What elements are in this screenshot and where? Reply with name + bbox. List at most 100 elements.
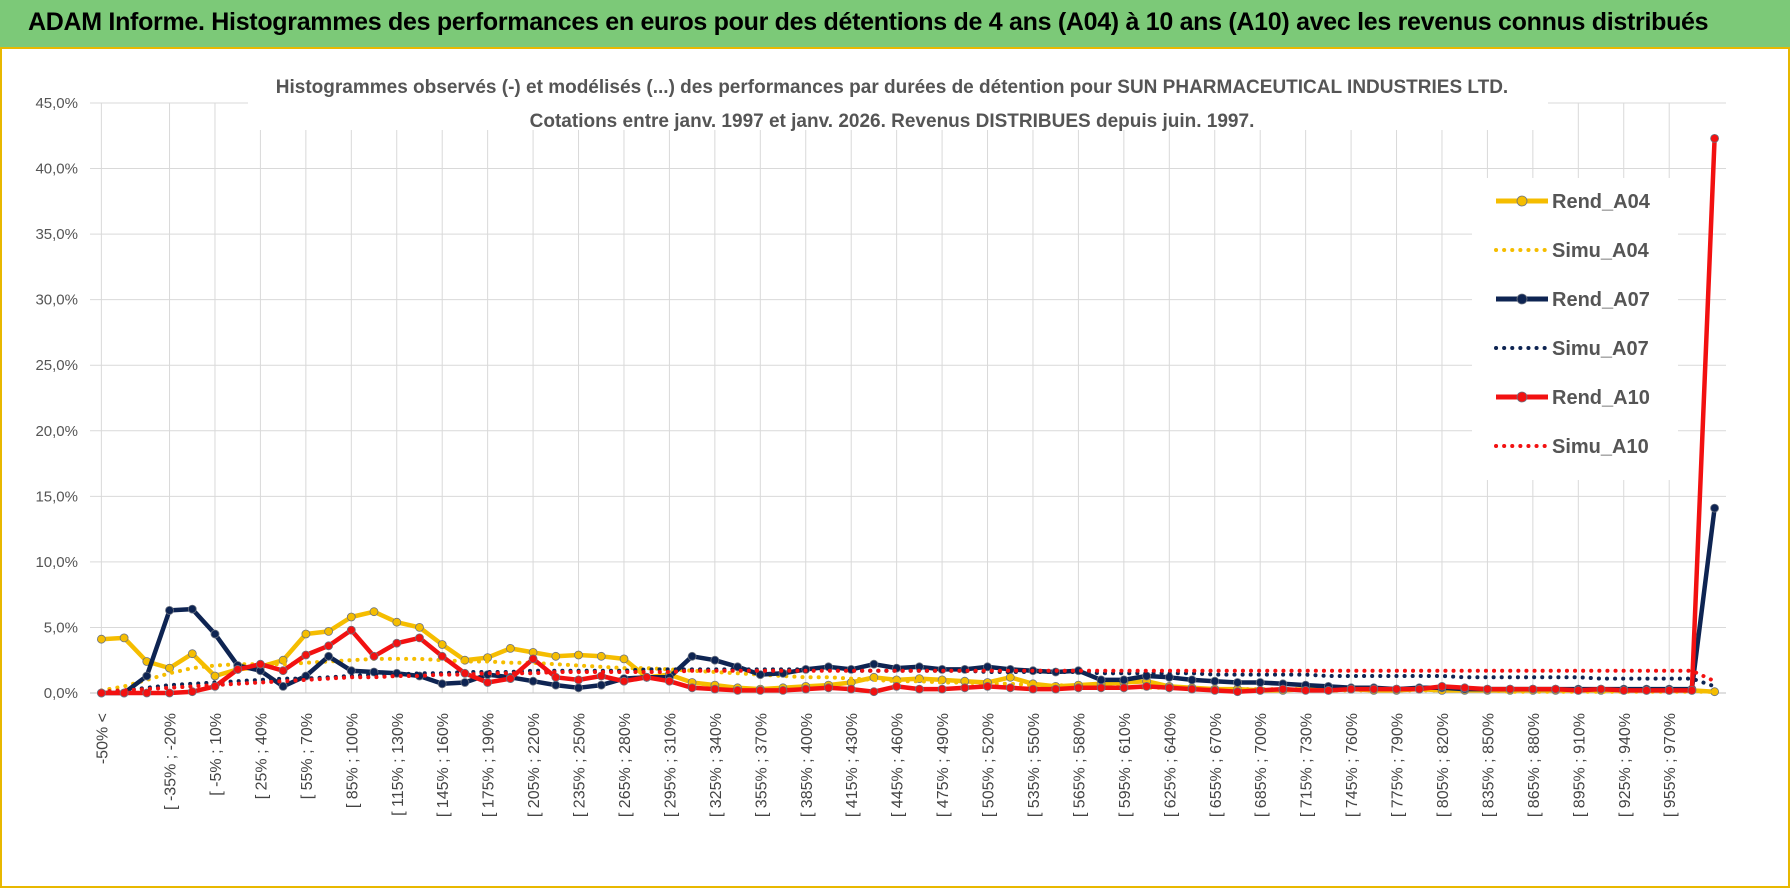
data-point-rend-a10: [778, 686, 788, 695]
data-point-rend-a10: [1187, 684, 1197, 694]
x-tick-label: [ 895% ; 910%: [1571, 713, 1588, 817]
y-tick-label: 30,0%: [35, 292, 78, 309]
data-point-rend-a04: [392, 617, 402, 627]
data-point-rend-a10: [1210, 686, 1220, 695]
data-point-rend-a07: [210, 629, 220, 639]
data-point-rend-a10: [733, 686, 742, 695]
data-point-rend-a04: [97, 634, 106, 644]
data-point-rend-a10: [1710, 133, 1719, 143]
x-tick-label: [ 415% ; 430%: [844, 713, 861, 817]
x-tick-label: [ 385% ; 400%: [799, 713, 816, 817]
data-point-rend-a10: [710, 684, 720, 694]
data-point-rend-a07: [710, 655, 720, 665]
y-tick-label: 5,0%: [44, 619, 78, 636]
data-point-rend-a10: [233, 665, 243, 674]
x-tick-label: [ 55% ; 70%: [299, 713, 316, 799]
x-tick-label: [ 865% ; 880%: [1526, 713, 1543, 817]
x-tick-label: [ 475% ; 490%: [935, 713, 952, 817]
x-tick-label: -50% <: [94, 713, 111, 764]
x-tick-label: [ 685% ; 700%: [1253, 713, 1270, 817]
x-tick-label: [ 955% ; 970%: [1662, 713, 1679, 817]
data-point-rend-a10: [665, 676, 674, 686]
data-point-rend-a10: [1074, 683, 1083, 693]
y-tick-label: 35,0%: [35, 226, 78, 243]
data-point-rend-a10: [915, 684, 924, 694]
data-point-rend-a07: [755, 670, 765, 679]
data-point-rend-a10: [1164, 683, 1174, 693]
data-point-rend-a04: [619, 654, 629, 664]
data-point-rend-a07: [1233, 678, 1242, 687]
data-point-rend-a10: [324, 641, 334, 651]
data-point-rend-a10: [937, 684, 947, 694]
data-point-rend-a10: [824, 683, 833, 693]
data-point-rend-a10: [505, 674, 515, 683]
x-tick-label: [ 235% ; 250%: [572, 713, 589, 817]
data-point-rend-a07: [687, 651, 697, 661]
y-tick-label: 25,0%: [35, 357, 78, 374]
data-point-rend-a10: [1096, 683, 1106, 693]
x-tick-label: [ 775% ; 790%: [1390, 713, 1407, 817]
x-tick-label: [ 25% ; 40%: [253, 713, 270, 799]
data-point-rend-a10: [369, 651, 379, 661]
data-point-rend-a04: [324, 627, 334, 636]
data-point-rend-a10: [483, 678, 493, 687]
data-point-rend-a10: [1369, 684, 1379, 694]
legend-background: [1472, 178, 1678, 480]
data-point-rend-a04: [346, 612, 356, 622]
chart-title-block: Histogrammes observés (-) et modélisés (…: [248, 70, 1548, 132]
series-line-rend-a07: [101, 507, 1717, 696]
y-tick-label: 20,0%: [35, 423, 78, 440]
data-point-rend-a10: [960, 683, 970, 693]
data-point-rend-a04: [1710, 687, 1719, 697]
data-point-rend-a10: [1460, 683, 1470, 693]
x-tick-label: [ 325% ; 340%: [708, 713, 725, 817]
data-point-rend-a04: [1005, 672, 1015, 682]
data-point-rend-a04: [210, 671, 220, 681]
y-tick-label: 10,0%: [35, 554, 78, 571]
data-point-rend-a04: [551, 651, 561, 661]
legend: Rend_A04 Simu_A04 Rend_A07 Simu_A07 Rend_A10…: [1472, 178, 1678, 480]
data-point-rend-a10: [1619, 686, 1629, 695]
data-point-rend-a07: [1255, 678, 1265, 687]
data-point-rend-a07: [596, 680, 606, 690]
data-point-rend-a10: [1142, 682, 1151, 691]
data-point-rend-a10: [1437, 682, 1447, 691]
y-axis-ticks: 0,0% 5,0% 10,0% 15,0% 20,0% 25,0% 30,0% 35,0% 40…: [35, 95, 78, 702]
data-point-rend-a07: [1187, 675, 1197, 685]
data-point-rend-a10: [437, 651, 447, 661]
y-tick-label: 40,0%: [35, 161, 78, 178]
legend-label-simu-a04: Simu_A04: [1552, 240, 1650, 262]
data-point-rend-a10: [892, 682, 901, 691]
data-point-rend-a10: [415, 633, 424, 643]
data-point-rend-a10: [1301, 686, 1310, 695]
x-axis-ticks: -50% < [ -35% ; -20% [ -5% ; 10% [ 25% ; 40…: [94, 713, 1679, 817]
x-tick-label: [ 745% ; 760%: [1344, 713, 1361, 817]
banner: ADAM Informe. Histogrammes des performan…: [0, 0, 1790, 49]
data-point-rend-a04: [437, 640, 447, 649]
data-point-rend-a10: [755, 686, 765, 695]
data-point-rend-a10: [165, 688, 174, 698]
x-tick-label: [ 355% ; 370%: [753, 713, 770, 817]
legend-label-simu-a10: Simu_A10: [1552, 436, 1649, 458]
data-point-rend-a10: [1573, 686, 1583, 695]
data-point-rend-a04: [119, 633, 129, 643]
x-tick-label: [ 925% ; 940%: [1617, 713, 1634, 817]
data-point-rend-a10: [1233, 687, 1242, 697]
chart-subtitle: Cotations entre janv. 1997 et janv. 2026…: [530, 111, 1255, 132]
x-tick-label: [ 625% ; 640%: [1162, 713, 1179, 817]
data-point-rend-a07: [142, 671, 152, 681]
x-tick-label: [ -35% ; -20%: [163, 713, 180, 810]
data-point-rend-a10: [1551, 684, 1560, 694]
data-point-rend-a07: [528, 676, 538, 686]
data-point-rend-a10: [255, 659, 265, 669]
data-point-rend-a10: [278, 666, 288, 676]
data-point-rend-a07: [187, 604, 197, 614]
title-background: [248, 70, 1548, 130]
data-point-rend-a04: [301, 629, 311, 639]
legend-label-rend-a07: Rend_A07: [1552, 289, 1650, 311]
series-line-simu-a07: [99, 667, 1717, 694]
data-point-rend-a04: [369, 607, 379, 617]
x-tick-label: [ 805% ; 820%: [1435, 713, 1452, 817]
data-point-rend-a10: [1051, 684, 1061, 694]
data-point-rend-a04: [165, 663, 174, 673]
